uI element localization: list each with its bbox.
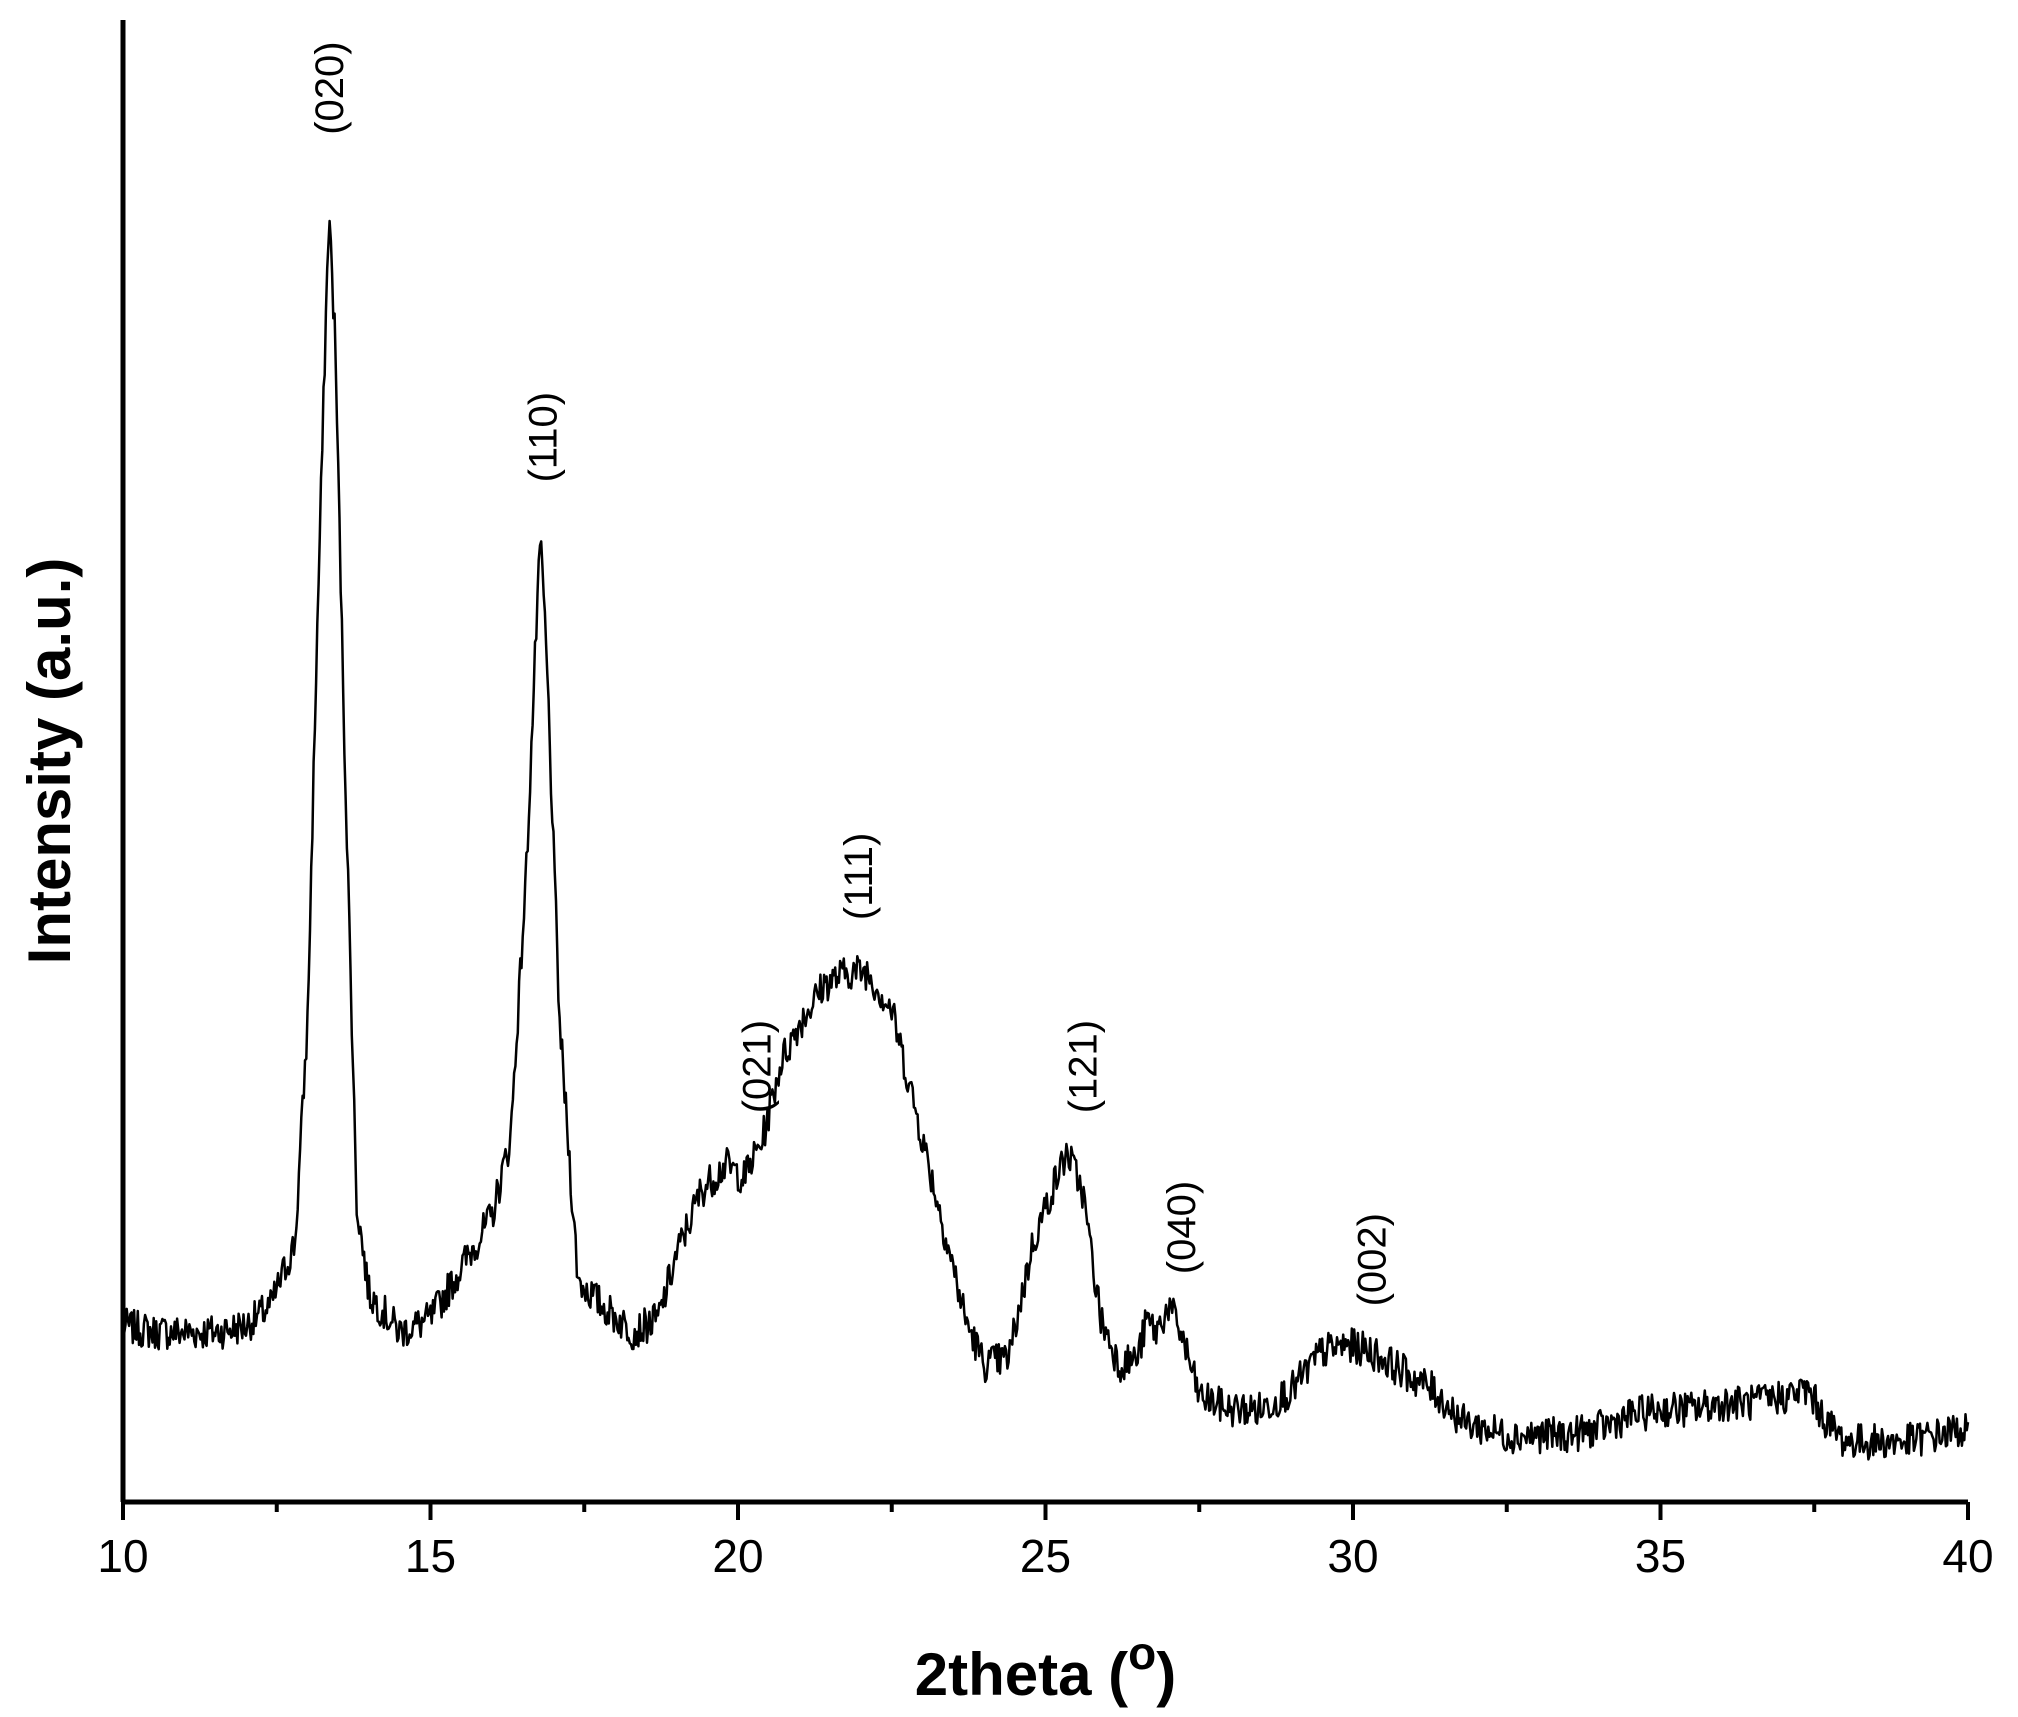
- x-tick-label: 15: [405, 1530, 456, 1582]
- x-tick-label: 35: [1635, 1530, 1686, 1582]
- peak-label: (021): [736, 1020, 780, 1113]
- x-tick-label: 25: [1020, 1530, 1071, 1582]
- peak-label: (110): [521, 392, 565, 482]
- peak-label: (121): [1061, 1020, 1105, 1113]
- x-tick-label: 40: [1942, 1530, 1993, 1582]
- peak-labels: (020) (110) (021) (111) (121) (040) (002): [308, 41, 1395, 1306]
- x-axis-title-main: 2theta (: [915, 1641, 1128, 1708]
- x-axis-tick-labels: 10 15 20 25 30 35 40: [97, 1530, 1993, 1582]
- y-axis-title: Intensity (a.u.): [16, 558, 83, 965]
- x-axis-title-close: ): [1156, 1641, 1176, 1708]
- peak-label: (040): [1160, 1181, 1204, 1274]
- x-axis-ticks: [121, 1502, 1970, 1520]
- x-tick-label: 10: [97, 1530, 148, 1582]
- peak-label: (020): [308, 41, 352, 134]
- axes: [120, 20, 1968, 1505]
- x-tick-label: 20: [712, 1530, 763, 1582]
- x-axis-title-degree: o: [1128, 1627, 1156, 1679]
- plot-line-layer: [121, 219, 1970, 1461]
- x-axis-title: 2theta (o): [915, 1627, 1176, 1708]
- peak-label: (002): [1351, 1213, 1395, 1306]
- xrd-pattern-line: [121, 219, 1970, 1461]
- x-tick-label: 30: [1327, 1530, 1378, 1582]
- peak-label: (111): [837, 833, 881, 920]
